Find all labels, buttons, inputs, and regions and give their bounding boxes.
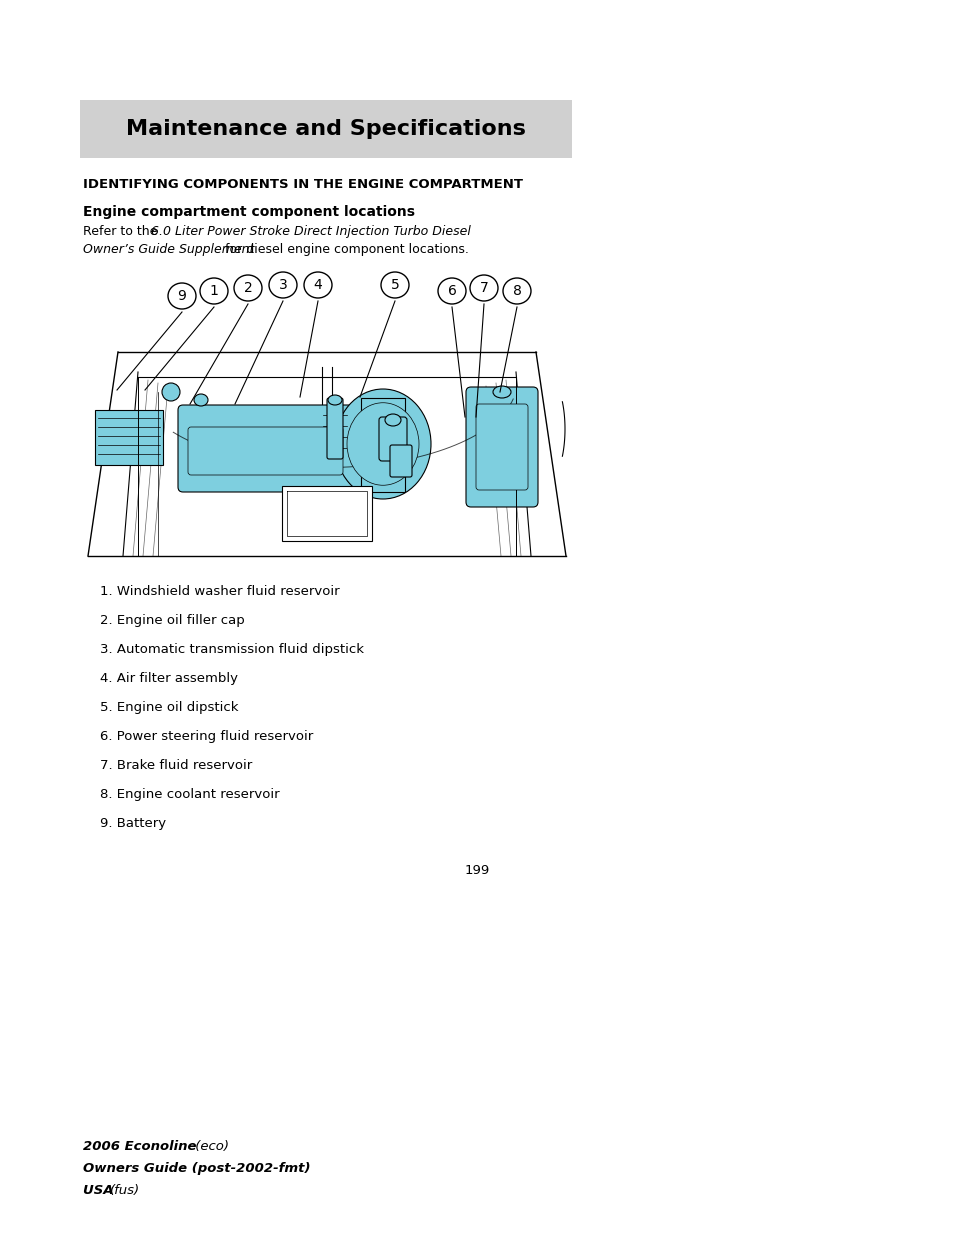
Text: 3. Automatic transmission fluid dipstick: 3. Automatic transmission fluid dipstick (100, 643, 364, 656)
Text: for diesel engine component locations.: for diesel engine component locations. (221, 243, 468, 256)
Text: IDENTIFYING COMPONENTS IN THE ENGINE COMPARTMENT: IDENTIFYING COMPONENTS IN THE ENGINE COM… (83, 178, 522, 191)
Text: 7: 7 (479, 282, 488, 295)
Ellipse shape (347, 403, 418, 485)
Text: 6: 6 (447, 284, 456, 298)
Text: 9. Battery: 9. Battery (100, 818, 166, 830)
Ellipse shape (502, 278, 531, 304)
Text: 2. Engine oil filler cap: 2. Engine oil filler cap (100, 614, 245, 627)
FancyBboxPatch shape (327, 398, 343, 459)
Ellipse shape (304, 272, 332, 298)
FancyBboxPatch shape (188, 427, 343, 475)
Ellipse shape (162, 383, 180, 401)
Text: 1: 1 (210, 284, 218, 298)
Text: 199: 199 (464, 863, 489, 877)
FancyBboxPatch shape (476, 404, 527, 490)
Text: 8. Engine coolant reservoir: 8. Engine coolant reservoir (100, 788, 279, 802)
Text: 1. Windshield washer fluid reservoir: 1. Windshield washer fluid reservoir (100, 585, 339, 598)
Ellipse shape (470, 275, 497, 301)
FancyBboxPatch shape (378, 417, 407, 461)
Text: Owners Guide (post-2002-fmt): Owners Guide (post-2002-fmt) (83, 1162, 310, 1174)
Text: Owner’s Guide Supplement: Owner’s Guide Supplement (83, 243, 254, 256)
Text: 6. Power steering fluid reservoir: 6. Power steering fluid reservoir (100, 730, 313, 743)
Text: 5: 5 (390, 278, 399, 291)
FancyBboxPatch shape (465, 387, 537, 508)
Polygon shape (95, 410, 163, 466)
FancyBboxPatch shape (360, 398, 405, 492)
Polygon shape (80, 100, 572, 158)
Text: 4: 4 (314, 278, 322, 291)
Text: 8: 8 (512, 284, 521, 298)
Text: 7. Brake fluid reservoir: 7. Brake fluid reservoir (100, 760, 252, 772)
Text: 9: 9 (177, 289, 186, 303)
Ellipse shape (193, 394, 208, 406)
Ellipse shape (437, 278, 465, 304)
Ellipse shape (385, 414, 400, 426)
Text: Maintenance and Specifications: Maintenance and Specifications (126, 119, 525, 140)
Text: Refer to the: Refer to the (83, 225, 161, 238)
Text: Engine compartment component locations: Engine compartment component locations (83, 205, 415, 219)
Ellipse shape (233, 275, 262, 301)
Polygon shape (282, 487, 372, 541)
Ellipse shape (168, 283, 195, 309)
Text: (eco): (eco) (191, 1140, 229, 1153)
Text: 6.0 Liter Power Stroke Direct Injection Turbo Diesel: 6.0 Liter Power Stroke Direct Injection … (151, 225, 471, 238)
Ellipse shape (493, 387, 511, 398)
Text: 2006 Econoline: 2006 Econoline (83, 1140, 196, 1153)
Text: 3: 3 (278, 278, 287, 291)
Ellipse shape (335, 389, 431, 499)
Text: 2: 2 (243, 282, 253, 295)
FancyBboxPatch shape (178, 405, 353, 492)
Ellipse shape (328, 395, 341, 405)
Ellipse shape (380, 272, 409, 298)
Ellipse shape (269, 272, 296, 298)
Text: (fus): (fus) (110, 1184, 140, 1197)
Text: USA: USA (83, 1184, 118, 1197)
Ellipse shape (200, 278, 228, 304)
FancyBboxPatch shape (390, 445, 412, 477)
Text: 4. Air filter assembly: 4. Air filter assembly (100, 672, 237, 685)
Text: 5. Engine oil dipstick: 5. Engine oil dipstick (100, 701, 238, 714)
